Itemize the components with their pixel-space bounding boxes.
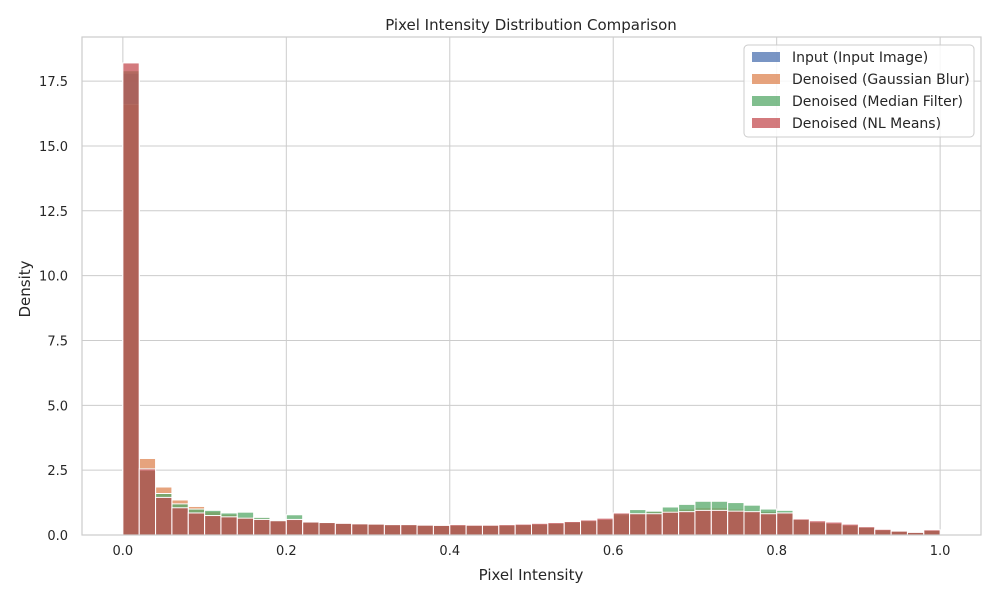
legend-swatch-input (752, 52, 780, 62)
histogram-bar (334, 522, 353, 536)
axes-border (81, 36, 982, 536)
histogram-bar (220, 516, 238, 536)
histogram-bar (481, 524, 500, 536)
histogram-bar (514, 523, 532, 536)
histogram-bar (171, 507, 189, 536)
histogram-bar (318, 522, 336, 536)
legend-label-gaussian-blur: Denoised (Gaussian Blur) (792, 72, 970, 88)
legend-swatch-gaussian-blur (752, 74, 780, 84)
x-tick-label: 0.0 (113, 544, 134, 559)
histogram-bar (449, 524, 467, 536)
legend-entry-gaussian-blur: Denoised (Gaussian Blur) (752, 72, 970, 88)
histogram-bar (661, 511, 680, 536)
histogram-bar (759, 513, 778, 536)
histogram-bar (580, 519, 598, 536)
bar-series-3 (122, 62, 941, 536)
histogram-bar (155, 496, 173, 536)
histogram-bar (645, 513, 663, 536)
histogram-bar (432, 524, 451, 536)
histogram-bar (416, 524, 434, 536)
histogram-bar (547, 522, 565, 536)
chart-title: Pixel Intensity Distribution Comparison (385, 16, 677, 34)
x-axis-label: Pixel Intensity (479, 566, 584, 584)
histogram-bar (825, 521, 843, 536)
histogram-bar (465, 524, 483, 536)
legend-label-nl-means: Denoised (NL Means) (792, 116, 941, 132)
histogram-bar (367, 523, 385, 536)
y-tick-label: 5.0 (47, 399, 68, 414)
histogram-bar (874, 528, 892, 536)
histogram-bar (302, 521, 320, 536)
histogram-bar (743, 511, 761, 536)
histogram-bar (841, 523, 859, 536)
histogram-bar (531, 522, 549, 536)
histogram-bar (678, 511, 696, 536)
histogram-bar (710, 509, 729, 536)
y-axis-label: Density (16, 260, 34, 317)
x-tick-label: 1.0 (930, 544, 951, 559)
legend-box (743, 44, 975, 138)
histogram-bar (269, 520, 287, 536)
legend-label-median-filter: Denoised (Median Filter) (792, 94, 963, 110)
histogram-bar (253, 518, 271, 536)
plot-frame (81, 36, 982, 536)
tick-labels: 0.0 0.2 0.4 0.6 0.8 1.0 0.0 2.5 5.0 7.5 10.0 12.5 15… (39, 75, 950, 559)
histogram-bar (629, 513, 647, 536)
histogram-bar (383, 524, 402, 536)
histogram-bar (612, 512, 631, 536)
legend-entry-nl-means: Denoised (NL Means) (752, 116, 941, 132)
histogram-bar (285, 518, 304, 536)
histogram-bar (204, 515, 222, 536)
x-tick-label: 0.8 (766, 544, 787, 559)
histogram-bar (808, 520, 827, 536)
histogram-bar (776, 512, 794, 536)
y-tick-label: 0.0 (47, 529, 68, 544)
histogram-bar (923, 529, 941, 536)
legend-swatch-median-filter (752, 96, 780, 106)
y-tick-label: 7.5 (47, 334, 68, 349)
histogram-bar (351, 523, 369, 536)
histogram-bar (400, 524, 418, 536)
histogram-bar (187, 512, 206, 536)
histogram-bar (727, 510, 745, 536)
histogram-bar (596, 517, 614, 536)
histogram-bar (694, 509, 712, 536)
y-tick-label: 15.0 (39, 140, 68, 155)
x-tick-label: 0.2 (276, 544, 297, 559)
histogram-bar (792, 518, 810, 536)
y-tick-label: 17.5 (39, 75, 68, 90)
y-tick-label: 2.5 (47, 464, 68, 479)
histogram-bar (236, 517, 255, 536)
y-tick-label: 10.0 (39, 270, 68, 285)
histogram-bar (563, 521, 582, 536)
histogram-bar (122, 62, 140, 536)
histogram-bar (857, 526, 876, 536)
legend-entry-median-filter: Denoised (Median Filter) (752, 94, 963, 110)
legend-swatch-nl-means (752, 118, 780, 128)
histogram-bar (498, 524, 516, 536)
legend: Input (Input Image) Denoised (Gaussian B… (743, 44, 975, 138)
legend-entry-input: Input (Input Image) (752, 50, 928, 66)
y-tick-label: 12.5 (39, 205, 68, 220)
legend-label-input: Input (Input Image) (792, 50, 928, 66)
x-tick-label: 0.6 (603, 544, 624, 559)
x-tick-label: 0.4 (439, 544, 460, 559)
histogram-bar (138, 468, 157, 536)
